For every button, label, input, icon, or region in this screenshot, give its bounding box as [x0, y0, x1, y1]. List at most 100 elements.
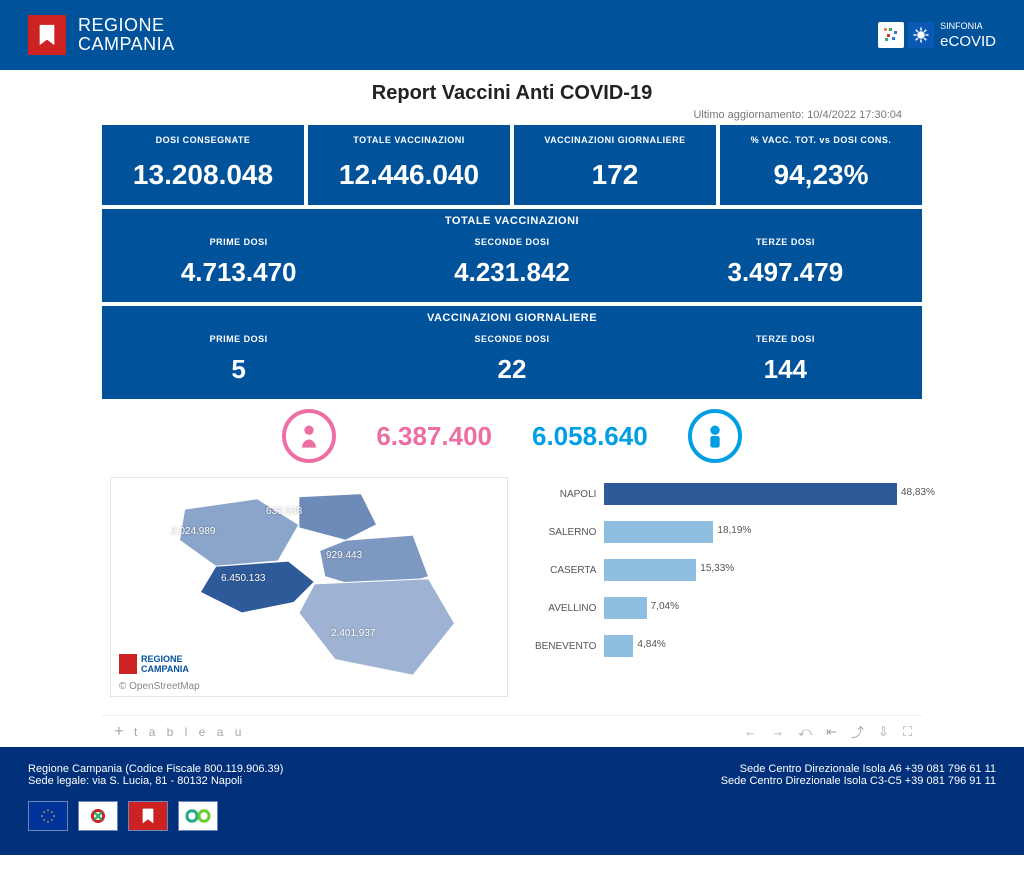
region-logo-icon	[128, 801, 168, 831]
bar-fill	[604, 521, 713, 543]
footer-logos	[28, 801, 996, 831]
female-icon	[282, 409, 336, 463]
map-panel[interactable]: 2.024.989639.538929.4436.450.1332.401.93…	[110, 477, 508, 697]
footer-text-row: Regione Campania (Codice Fiscale 800.119…	[28, 763, 996, 787]
bar-row[interactable]: NAPOLI48,83%	[526, 483, 904, 505]
bar-chart-panel[interactable]: NAPOLI48,83% SALERNO 18,19% CASERTA 15,33% AV…	[522, 477, 914, 697]
bar-row[interactable]: AVELLINO7,04%	[526, 597, 904, 619]
footer-right-line2: Sede Centro Direzionale Isola C3-C5 +39 …	[721, 775, 996, 787]
revert-icon[interactable]: ⤺	[798, 724, 812, 740]
map-brand-line2: CAMPANIA	[141, 664, 189, 674]
bar-row[interactable]: CASERTA 15,33%	[526, 559, 904, 581]
dose-label: PRIME DOSI	[106, 237, 371, 247]
bar-pct: 18,19%	[717, 525, 751, 536]
giornaliere-section-title: VACCINAZIONI GIORNALIERE	[102, 306, 922, 326]
kpi-card: VACCINAZIONI GIORNALIERE 172	[514, 125, 716, 205]
sinfonia-icons	[878, 22, 934, 48]
province-value-label: 2.024.989	[171, 526, 216, 537]
download-icon[interactable]: ⇩	[878, 724, 889, 740]
bar-label: CASERTA	[526, 565, 604, 576]
bar-track: 15,33%	[604, 559, 904, 581]
totale-row: PRIME DOSI4.713.470 SECONDE DOSI 4.231.842…	[102, 229, 922, 302]
main-content: Report Vaccini Anti COVID-19 Ultimo aggi…	[0, 70, 1024, 747]
male-icon	[688, 409, 742, 463]
bar-fill	[604, 483, 897, 505]
footer-right: Sede Centro Direzionale Isola A6 +39 081…	[721, 763, 996, 787]
bar-label: SALERNO	[526, 527, 604, 538]
tableau-controls: ← → ⤺ ⇤ ⤴ ⇩ ⛶	[744, 722, 912, 741]
dose-cell: PRIME DOSI4.713.470	[102, 229, 375, 302]
kpi-label: % VACC. TOT. vs DOSI CONS.	[724, 135, 918, 145]
dose-label: SECONDE DOSI	[379, 334, 644, 344]
bar-row[interactable]: SALERNO 18,19%	[526, 521, 904, 543]
pixel-icon	[878, 22, 904, 48]
male-value: 6.058.640	[532, 421, 648, 452]
bar-label: NAPOLI	[526, 489, 604, 500]
dose-value: 144	[653, 354, 918, 385]
bar-track: 48,83%	[604, 483, 904, 505]
virus-icon	[908, 22, 934, 48]
tableau-brand-text: t a b l e a u	[134, 725, 245, 739]
bar-track: 4,84%	[604, 635, 904, 657]
fullscreen-icon[interactable]: ⛶	[903, 724, 912, 740]
timestamp-value: 10/4/2022 17:30:04	[807, 109, 902, 121]
dose-value: 3.497.479	[653, 257, 918, 288]
eu-logo-icon	[28, 801, 68, 831]
tableau-brand[interactable]: t a b l e a u	[112, 725, 245, 739]
bar-fill	[604, 559, 696, 581]
nav-forward-icon[interactable]: →	[771, 724, 784, 739]
page-header: REGIONE CAMPANIA	[0, 0, 1024, 70]
kpi-value: 94,23%	[724, 159, 918, 191]
footer-left: Regione Campania (Codice Fiscale 800.119…	[28, 763, 283, 787]
totale-section-title: TOTALE VACCINAZIONI	[102, 209, 922, 229]
kpi-value: 13.208.048	[106, 159, 300, 191]
kpi-label: VACCINAZIONI GIORNALIERE	[518, 135, 712, 145]
dose-value: 4.231.842	[379, 257, 644, 288]
bar-pct: 15,33%	[700, 563, 734, 574]
dose-label: PRIME DOSI	[106, 334, 371, 344]
ecovid-label: eCOVID	[940, 33, 996, 50]
bar-row[interactable]: BENEVENTO4,84%	[526, 635, 904, 657]
dose-label: TERZE DOSI	[653, 237, 918, 247]
bar-fill	[604, 597, 646, 619]
tableau-logo-icon	[112, 725, 126, 739]
region-flag-icon	[28, 15, 66, 55]
province-value-label: 929.443	[326, 550, 362, 561]
page-footer: Regione Campania (Codice Fiscale 800.119…	[0, 747, 1024, 855]
province-shape[interactable]	[299, 494, 377, 541]
kpi-card: DOSI CONSEGNATE 13.208.048	[102, 125, 304, 205]
dose-value: 5	[106, 354, 371, 385]
header-right: SINFONIA eCOVID	[878, 21, 996, 50]
share-icon[interactable]: ⤴	[851, 722, 864, 741]
province-value-label: 6.450.133	[221, 573, 266, 584]
sinfonia-labels: SINFONIA eCOVID	[940, 21, 996, 50]
giornaliere-row: PRIME DOSI5SECONDE DOSI22TERZE DOSI144	[102, 326, 922, 399]
kpi-label: DOSI CONSEGNATE	[106, 135, 300, 145]
timestamp-prefix: Ultimo aggiornamento:	[693, 109, 807, 121]
bar-label: BENEVENTO	[526, 641, 604, 652]
bar-pct: 48,83%	[901, 487, 935, 498]
header-left: REGIONE CAMPANIA	[28, 15, 175, 55]
kpi-value: 172	[518, 159, 712, 191]
kpi-card: TOTALE VACCINAZIONI12.446.040	[308, 125, 510, 205]
dose-cell: SECONDE DOSI 4.231.842	[375, 229, 648, 302]
org-name-line1: REGIONE	[78, 16, 175, 35]
bar-track: 7,04%	[604, 597, 904, 619]
dose-cell: TERZE DOSI 144	[649, 326, 922, 399]
org-name-line2: CAMPANIA	[78, 35, 175, 54]
osm-credit: © OpenStreetMap	[119, 681, 200, 692]
nav-back-icon[interactable]: ←	[744, 724, 757, 739]
reset-icon[interactable]: ⇤	[826, 724, 837, 740]
bar-fill	[604, 635, 633, 657]
tableau-toolbar: t a b l e a u ← → ⤺ ⇤ ⤴ ⇩ ⛶	[102, 715, 922, 747]
province-shape[interactable]	[200, 561, 314, 613]
dose-label: SECONDE DOSI	[379, 237, 644, 247]
province-value-label: 2.401.937	[331, 628, 376, 639]
dose-label: TERZE DOSI	[653, 334, 918, 344]
footer-left-line1: Regione Campania (Codice Fiscale 800.119…	[28, 763, 283, 775]
dose-cell: TERZE DOSI 3.497.479	[649, 229, 922, 302]
bar-label: AVELLINO	[526, 603, 604, 614]
province-shape[interactable]	[299, 579, 455, 676]
sinfonia-block: SINFONIA eCOVID	[878, 21, 996, 50]
italy-emblem-icon	[78, 801, 118, 831]
